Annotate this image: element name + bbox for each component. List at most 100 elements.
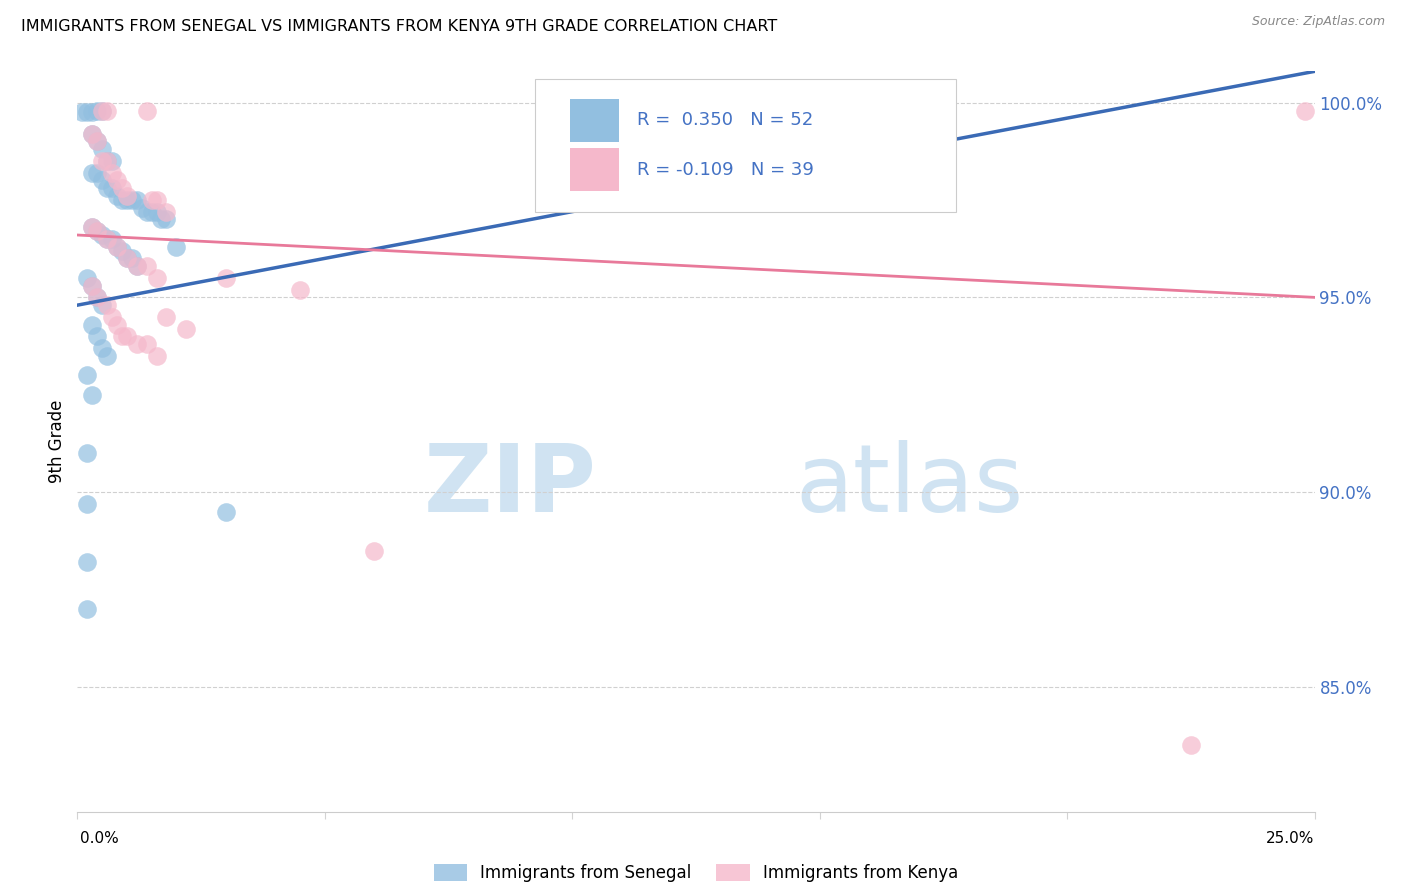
Point [174,321,197,335]
Point [105,189,128,203]
Point [105,240,128,254]
Point [86,224,108,238]
Point [105,318,128,332]
Point [76,105,98,120]
Point [363,543,385,558]
Point [121,193,143,207]
Point [96,153,118,168]
Point [145,271,167,285]
Point [135,337,157,351]
Point [76,497,98,511]
Point [96,181,118,195]
Text: IMMIGRANTS FROM SENEGAL VS IMMIGRANTS FROM KENYA 9TH GRADE CORRELATION CHART: IMMIGRANTS FROM SENEGAL VS IMMIGRANTS FR… [21,20,778,34]
Point [145,204,167,219]
Point [82,105,104,120]
Point [86,290,108,304]
Point [82,278,104,293]
Point [82,318,104,332]
Point [101,310,124,324]
Point [111,244,134,258]
Point [91,142,114,156]
Bar [569,148,619,191]
Point [96,153,118,168]
Point [115,189,138,203]
Point [115,193,138,207]
Point [91,341,114,355]
Point [76,446,98,460]
Point [76,555,98,569]
Point [135,204,157,219]
Point [111,181,134,195]
Point [82,278,104,293]
Text: R = -0.109   N = 39: R = -0.109 N = 39 [637,161,814,178]
Point [141,204,163,219]
Point [91,173,114,187]
Point [115,329,138,343]
Point [82,220,104,235]
Point [91,298,114,312]
Point [215,271,238,285]
Point [91,104,114,119]
Point [86,290,108,304]
Point [86,104,108,119]
Text: R =  0.350   N = 52: R = 0.350 N = 52 [637,112,813,129]
Point [96,232,118,246]
Point [1294,104,1316,119]
Point [91,153,114,168]
Point [288,283,311,297]
Point [131,201,153,215]
Point [155,212,177,227]
FancyBboxPatch shape [536,78,956,212]
Point [125,337,148,351]
Point [115,252,138,266]
Point [86,166,108,180]
Point [111,329,134,343]
Point [111,193,134,207]
Point [121,252,143,266]
Point [125,193,148,207]
Point [155,204,177,219]
Point [101,153,124,168]
Point [215,505,238,519]
Text: ZIP: ZIP [425,440,598,532]
Point [150,212,173,227]
Point [91,227,114,242]
Point [72,105,94,120]
Point [76,368,98,383]
Point [82,220,104,235]
Point [101,232,124,246]
Point [82,127,104,141]
Bar [569,99,619,142]
Point [101,181,124,195]
Point [1180,739,1202,753]
Point [76,271,98,285]
Point [86,329,108,343]
Point [105,240,128,254]
Point [115,252,138,266]
Y-axis label: 9th Grade: 9th Grade [48,400,66,483]
Point [135,259,157,273]
Point [82,166,104,180]
Point [105,173,128,187]
Text: 25.0%: 25.0% [1267,831,1315,846]
Point [145,193,167,207]
Point [125,259,148,273]
Point [96,298,118,312]
Legend: Immigrants from Senegal, Immigrants from Kenya: Immigrants from Senegal, Immigrants from… [427,857,965,888]
Point [96,104,118,119]
Point [165,240,187,254]
Point [135,104,157,119]
Text: Source: ZipAtlas.com: Source: ZipAtlas.com [1251,15,1385,28]
Point [91,104,114,119]
Point [76,602,98,616]
Point [125,259,148,273]
Point [155,310,177,324]
Point [96,232,118,246]
Text: 0.0%: 0.0% [80,831,120,846]
Point [82,127,104,141]
Point [86,224,108,238]
Point [141,193,163,207]
Point [82,388,104,402]
Point [96,349,118,363]
Point [145,349,167,363]
